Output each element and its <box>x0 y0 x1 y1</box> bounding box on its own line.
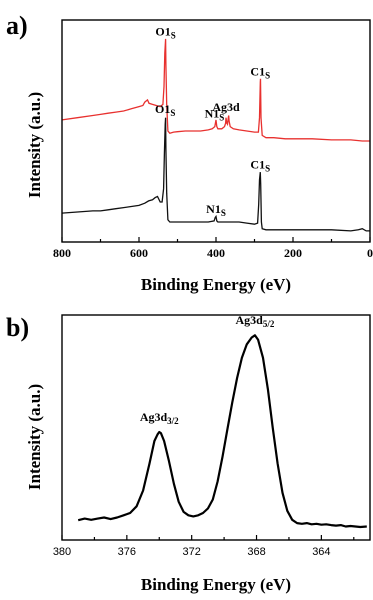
panel-a-peak-annotation: N1S <box>205 107 225 123</box>
panel-a-survey-spectrum: a) Intensity (a.u.) Binding Energy (eV) … <box>6 11 373 294</box>
panel-b-series-line-1 <box>77 334 367 529</box>
panel-a-series-group <box>61 38 370 232</box>
panel-a-x-tick-label: 0 <box>367 246 373 260</box>
panel-b-x-tick-label: 380 <box>53 546 71 558</box>
panel-b-x-tick-label: 364 <box>312 546 330 558</box>
panel-a-x-tick-label: 400 <box>207 246 225 260</box>
panel-a-x-axis-title: Binding Energy (eV) <box>141 275 291 294</box>
panel-a-x-tick-label: 800 <box>53 246 71 260</box>
panel-b-label: b) <box>6 313 29 342</box>
panel-a-peak-annotation: Ag3d <box>212 100 240 114</box>
panel-a-peak-annotation: O1S <box>155 102 175 118</box>
panel-b-y-axis-title: Intensity (a.u.) <box>25 384 44 490</box>
panel-a-series-line-1 <box>61 38 370 142</box>
panel-b-x-tick-label: 372 <box>183 546 201 558</box>
panel-a-peak-annotation: C1S <box>250 65 270 81</box>
panel-a-x-ticks: 800 600 400 200 0 <box>53 237 373 260</box>
panel-b-x-axis-title: Binding Energy (eV) <box>141 575 291 594</box>
panel-b-annotations: Ag3d3/2 Ag3d5/2 <box>140 313 275 426</box>
panel-a-x-tick-label: 600 <box>130 246 148 260</box>
panel-a-label: a) <box>6 11 28 40</box>
panel-a-peak-annotation: C1S <box>250 158 270 174</box>
panel-b-x-ticks: 380 376 372 368 364 <box>53 535 355 558</box>
panel-b-x-tick-label: 368 <box>247 546 265 558</box>
panel-b-peak-annotation: Ag3d5/2 <box>235 313 274 329</box>
panel-a-series-line-2 <box>61 117 370 232</box>
panel-b-series-group <box>77 334 367 529</box>
panel-a-x-tick-label: 200 <box>284 246 302 260</box>
panel-b-x-tick-label: 376 <box>118 546 136 558</box>
panel-a-y-axis-title: Intensity (a.u.) <box>25 92 44 198</box>
panel-a-plot-frame <box>61 19 371 243</box>
panel-b-plot-frame <box>61 314 371 541</box>
panel-b-ag3d-spectrum: b) Intensity (a.u.) Binding Energy (eV) … <box>6 313 371 594</box>
panel-a-peak-annotation: N1S <box>206 202 226 218</box>
panel-b-peak-annotation: Ag3d3/2 <box>140 410 179 426</box>
panel-a-peak-annotation: O1S <box>155 25 175 41</box>
